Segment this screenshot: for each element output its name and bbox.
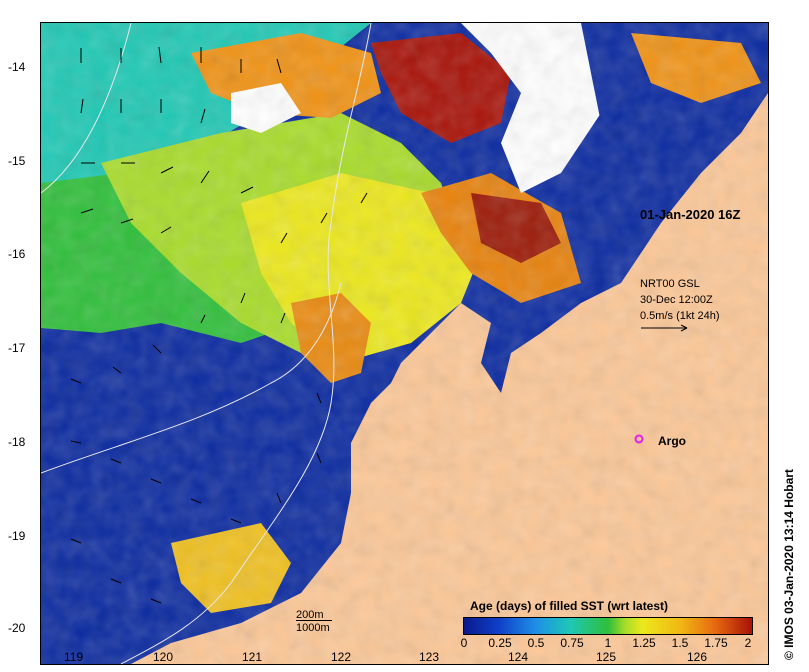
argo-label: Argo [658,434,686,448]
current-legend-time: 30-Dec 12:00Z [640,294,713,306]
contour-key-200m: 200m [296,609,324,621]
colorbar-label: 0.25 [488,636,512,650]
contour-200m [120,23,372,664]
longitude-label: 119 [64,650,84,664]
latitude-label: -18 [8,435,26,449]
colorbar-label: 2 [744,636,752,650]
longitude-label: 120 [153,650,174,664]
latitude-label: -16 [8,247,26,261]
current-legend-scale: 0.5m/s (1kt 24h) [640,310,720,322]
longitude-label: 125 [596,650,617,664]
current-legend-model: NRT00 GSL [640,278,700,290]
latitude-label: -19 [8,529,26,543]
longitude-label: 122 [331,650,352,664]
colorbar-label: 0.75 [560,636,584,650]
longitude-label: 123 [419,650,440,664]
colorbar-label: 1 [604,636,612,650]
contour-1000m-south [41,282,342,474]
latitude-label: -14 [8,60,26,74]
current-legend: NRT00 GSL 30-Dec 12:00Z 0.5m/s (1kt 24h) [640,276,719,324]
colorbar-label: 1.75 [704,636,728,650]
colorbar [463,617,753,635]
sst-age-map[interactable] [41,23,768,664]
map-frame [40,22,769,665]
colorbar-title: Age (days) of filled SST (wrt latest) [470,599,669,613]
imos-stamp: © IMOS 03-Jan-2020 13:14 Hobart [782,469,796,660]
contour-key: 200m 1000m [296,608,332,635]
date-stamp: 01-Jan-2020 16Z [640,207,741,222]
pixel-texture [41,23,768,664]
longitude-label: 121 [242,650,263,664]
contour-1000m [41,23,132,194]
longitude-label: 126 [687,650,708,664]
longitude-label: 124 [508,650,529,664]
colorbar-label: 1.25 [632,636,656,650]
contour-key-line [296,620,332,621]
colorbar-label: 1.5 [671,636,689,650]
colorbar-label: 0 [460,636,468,650]
argo-float-icon[interactable] [634,434,644,444]
latitude-label: -17 [8,341,26,355]
colorbar-label: 0.5 [527,636,545,650]
current-legend-arrow [641,324,688,332]
current-vectors [70,46,368,604]
latitude-label: -15 [8,154,26,168]
latitude-label: -20 [8,621,26,635]
contour-key-1000m: 1000m [296,622,330,634]
